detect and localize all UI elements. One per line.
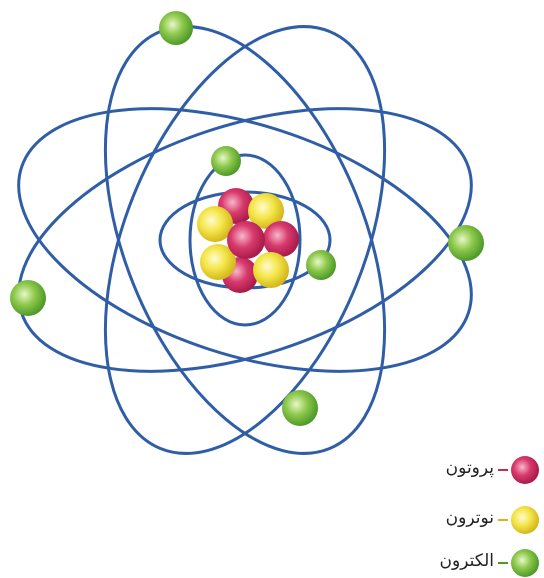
proton (263, 221, 299, 257)
legend-swatch (511, 456, 539, 484)
electron (282, 390, 318, 426)
page: پروتون نوترون الکترون (() => { const dat… (0, 0, 544, 578)
electron (10, 280, 46, 316)
legend-label: الکترون (440, 551, 495, 571)
proton (227, 221, 265, 259)
electron (211, 146, 241, 176)
legend-label: نوترون (446, 508, 494, 528)
legend-swatch (511, 506, 539, 534)
legend-swatch (511, 549, 539, 577)
legend-label: پروتون (446, 458, 495, 478)
atom-diagram: پروتون نوترون الکترون (0, 0, 544, 578)
electron (159, 11, 193, 45)
legend: پروتون نوترون الکترون (440, 456, 540, 577)
electron (448, 225, 484, 261)
electron (306, 250, 336, 280)
neutron (253, 252, 289, 288)
nucleus (197, 188, 299, 293)
